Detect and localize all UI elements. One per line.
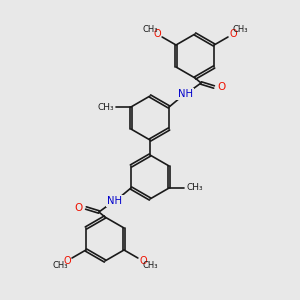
Text: O: O [153, 29, 161, 39]
Text: O: O [75, 203, 83, 213]
Text: O: O [229, 29, 237, 39]
Text: O: O [63, 256, 71, 266]
Text: NH: NH [178, 89, 193, 99]
Text: CH₃: CH₃ [97, 103, 114, 112]
Text: CH₃: CH₃ [232, 26, 248, 34]
Text: CH₃: CH₃ [186, 184, 203, 193]
Text: NH: NH [107, 196, 122, 206]
Text: CH₃: CH₃ [52, 260, 68, 269]
Text: CH₃: CH₃ [142, 26, 158, 34]
Text: O: O [217, 82, 225, 92]
Text: CH₃: CH₃ [142, 260, 158, 269]
Text: O: O [139, 256, 147, 266]
